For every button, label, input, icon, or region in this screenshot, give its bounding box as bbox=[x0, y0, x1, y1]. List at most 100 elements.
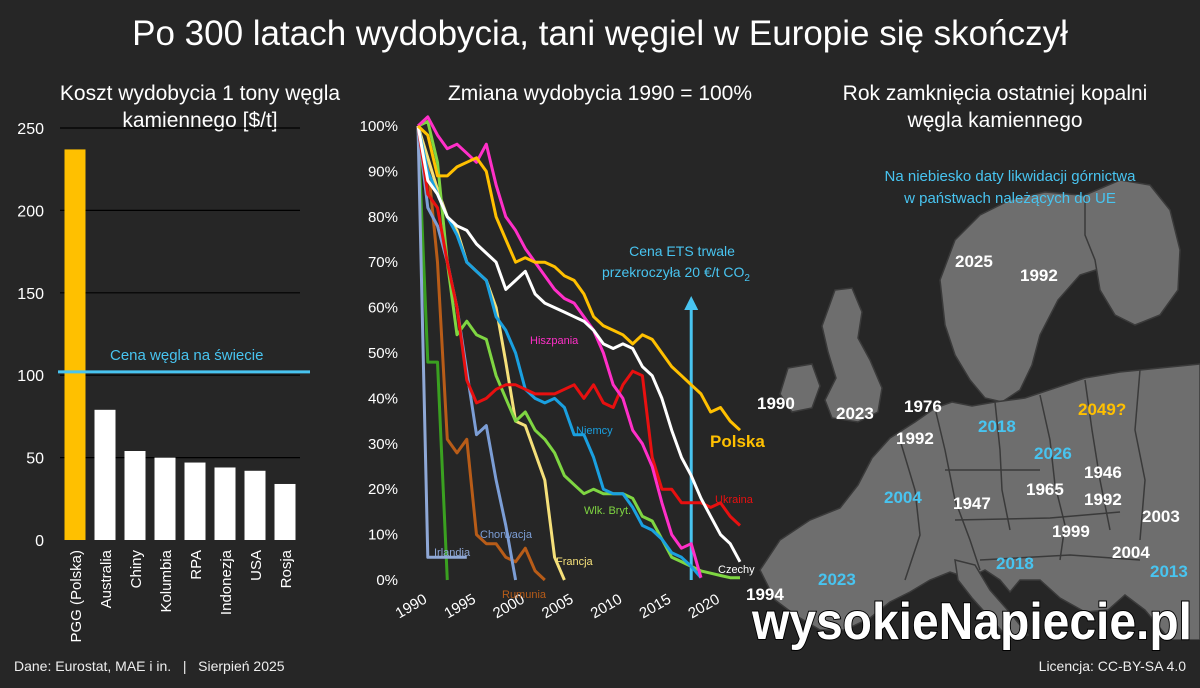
series-label: Niemcy bbox=[576, 425, 613, 437]
series-label: Irlandia bbox=[434, 547, 471, 559]
map-year-label: 2026 bbox=[1034, 444, 1072, 463]
svg-text:wysokieNapiecie.pl: wysokieNapiecie.pl bbox=[752, 593, 1192, 651]
bar-x-label: Chiny bbox=[128, 550, 145, 589]
footer-source: Dane: Eurostat, MAE i in. | Sierpień 202… bbox=[14, 658, 285, 674]
footer-license: Licencja: CC-BY-SA 4.0 bbox=[1038, 658, 1186, 674]
map-year-label: 1976 bbox=[904, 397, 942, 416]
map-year-label: 1947 bbox=[953, 494, 991, 513]
map-italy bbox=[954, 558, 1030, 640]
map-year-label: 1965 bbox=[1026, 480, 1064, 499]
map-year-label: 2023 bbox=[836, 404, 874, 423]
bar bbox=[94, 409, 116, 540]
bar-y-tick: 200 bbox=[17, 203, 44, 220]
europe-map bbox=[759, 179, 1200, 640]
map-title: Rok zamknięcia ostatniej kopalni węgla k… bbox=[842, 82, 1148, 132]
map-year-label: 1992 bbox=[1084, 490, 1122, 509]
map-year-label: 1992 bbox=[896, 429, 934, 448]
ets-annotation-text: przekroczyła 20 €/t CO bbox=[602, 264, 744, 280]
series-line bbox=[416, 125, 703, 579]
line-y-tick: 60% bbox=[368, 300, 398, 317]
ets-annotation-line1: Cena ETS trwale bbox=[629, 243, 735, 259]
map-year-label: 1999 bbox=[1052, 522, 1090, 541]
ets-annotation-sub: 2 bbox=[744, 273, 750, 284]
ets-arrow-head bbox=[684, 296, 699, 310]
map-year-label: 1992 bbox=[1020, 266, 1058, 285]
line-y-tick: 70% bbox=[368, 254, 398, 271]
map-year-label: 2004 bbox=[1112, 543, 1150, 562]
bar bbox=[274, 483, 296, 540]
map-year-label: 2023 bbox=[818, 570, 856, 589]
series-label: Ukraina bbox=[715, 494, 754, 506]
bar bbox=[154, 457, 176, 540]
series-line bbox=[416, 115, 703, 579]
map-year-label: 2004 bbox=[884, 488, 922, 507]
line-chart-title: Zmiana wydobycia 1990 = 100% bbox=[447, 82, 753, 105]
bar-x-label: Rosja bbox=[278, 549, 295, 588]
bar bbox=[214, 467, 236, 540]
map-year-label: 2013 bbox=[1150, 562, 1188, 581]
series-label: Wlk. Bryt. bbox=[584, 505, 631, 517]
series-line bbox=[416, 125, 518, 581]
series-line bbox=[416, 124, 742, 432]
map-britain bbox=[821, 287, 883, 423]
series-line bbox=[416, 125, 546, 582]
line-y-tick: 0% bbox=[376, 572, 398, 589]
map-year-label: 1994 bbox=[746, 585, 784, 604]
series-line bbox=[416, 125, 742, 563]
map-year-label: 1990 bbox=[757, 394, 795, 413]
series-label: Polska bbox=[710, 432, 765, 451]
series-line bbox=[416, 125, 742, 527]
line-x-tick: 2010 bbox=[588, 591, 625, 622]
map-continent bbox=[759, 363, 1200, 640]
map-year-label: 2018 bbox=[996, 554, 1034, 573]
map-finland bbox=[1084, 179, 1181, 326]
series-label: Chorwacja bbox=[480, 529, 533, 541]
line-y-tick: 50% bbox=[368, 345, 398, 362]
logo: wysokieNapiecie.pl bbox=[750, 584, 1193, 654]
line-y-tick: 80% bbox=[368, 209, 398, 226]
bar-chart-title: Koszt wydobycia 1 tony węgla kamiennego … bbox=[59, 82, 341, 132]
line-y-tick: 40% bbox=[368, 390, 398, 407]
map-year-label: 2025 bbox=[955, 252, 993, 271]
bar-x-label: RPA bbox=[188, 550, 205, 580]
bar-y-tick: 250 bbox=[17, 121, 44, 138]
map-borders bbox=[899, 369, 1146, 581]
bar-x-label: Indonezja bbox=[218, 549, 235, 615]
line-x-tick: 1990 bbox=[393, 591, 430, 622]
page-title: Po 300 latach wydobycia, tani węgiel w E… bbox=[132, 14, 1068, 53]
bar-y-tick: 150 bbox=[17, 286, 44, 303]
line-x-tick: 2020 bbox=[685, 591, 722, 622]
line-chart: 0% 10% 20% 30% 40% 50% 60% 70% 80% 90% 100% 1990 199… bbox=[360, 115, 765, 622]
map-year-label: 2018 bbox=[978, 417, 1016, 436]
map-note: Na niebiesko daty likwidacji górnictwa w… bbox=[884, 168, 1136, 207]
map-year-label: 2003 bbox=[1142, 507, 1180, 526]
world-price-label: Cena węgla na świecie bbox=[110, 347, 263, 364]
series-line bbox=[416, 125, 449, 581]
series-label: Rumunia bbox=[502, 589, 547, 601]
bar bbox=[244, 470, 266, 540]
bar-y-tick: 50 bbox=[26, 451, 44, 468]
map-land bbox=[759, 179, 1200, 640]
line-y-tick: 90% bbox=[368, 163, 398, 180]
bar-chart: 0 50 100 150 200 250 PGG (Polska) Australia Chin… bbox=[17, 121, 310, 643]
series-label: Francja bbox=[556, 556, 594, 568]
logo-graphic: wysokieNapiecie.pl bbox=[750, 592, 1193, 652]
map-year-label: 2049? bbox=[1078, 400, 1127, 419]
series-label: Czechy bbox=[718, 564, 755, 576]
bar bbox=[64, 149, 86, 540]
line-y-tick: 20% bbox=[368, 481, 398, 498]
series-label: Hiszpania bbox=[530, 335, 579, 347]
bar bbox=[124, 451, 146, 540]
series-line bbox=[416, 125, 467, 559]
bar-y-tick: 0 bbox=[35, 533, 44, 550]
bar-x-label: USA bbox=[248, 550, 265, 581]
ets-annotation-line2: przekroczyła 20 €/t CO2 bbox=[602, 264, 750, 284]
map-ireland bbox=[779, 363, 821, 413]
line-y-tick: 10% bbox=[368, 527, 398, 544]
bar bbox=[184, 462, 206, 540]
bar-y-tick: 100 bbox=[17, 368, 44, 385]
line-y-tick: 30% bbox=[368, 436, 398, 453]
bar-x-label: Australia bbox=[98, 549, 115, 608]
map-year-label: 1946 bbox=[1084, 463, 1122, 482]
line-x-tick: 2015 bbox=[637, 591, 674, 622]
